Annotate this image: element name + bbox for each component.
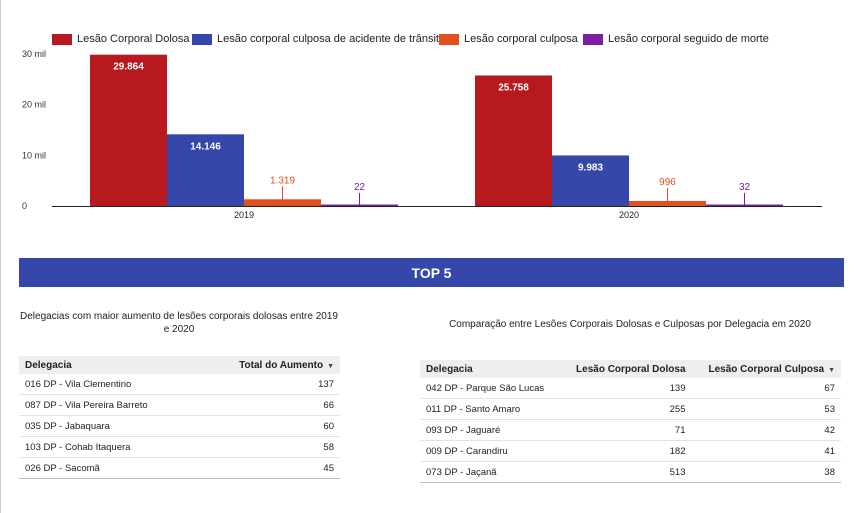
increase-table: Delegacia Total do Aumento ▼ 016 DP - Vil… [19,356,340,479]
col-header-culposa[interactable]: Lesão Corporal Culposa ▼ [691,360,841,378]
bar [321,204,398,206]
data-label: 996 [659,177,676,188]
top5-banner: TOP 5 [19,258,844,287]
table-row[interactable]: 026 DP - Sacomã 45 [19,457,340,479]
table-row[interactable]: 009 DP - Carandiru 182 41 [420,440,841,462]
table-row[interactable]: 042 DP - Parque São Lucas 139 67 [420,378,841,399]
table1-title: Delegacias com maior aumento de lesões c… [20,311,338,335]
cell-value: 42 [691,419,841,441]
cell-value: 67 [691,378,841,399]
sort-desc-icon[interactable]: ▼ [828,366,835,374]
data-label: 22 [354,182,366,193]
table-row[interactable]: 087 DP - Vila Pereira Barreto 66 [19,394,340,416]
data-label: 9.983 [578,162,603,173]
cell-value: 255 [560,398,692,420]
cell-delegacia: 009 DP - Carandiru [420,440,561,462]
legend-item-culposa[interactable]: Lesão corporal culposa [439,30,578,48]
table-row[interactable]: 073 DP - Jaçanã 513 38 [420,461,841,483]
legend-item-dolosa[interactable]: Lesão Corporal Dolosa [52,30,190,48]
cell-value: 53 [691,398,841,420]
cell-delegacia: 026 DP - Sacomã [19,457,198,479]
cell-value: 45 [198,457,340,479]
cell-delegacia: 016 DP - Vila Clementino [19,374,198,395]
col-header-delegacia[interactable]: Delegacia [420,360,561,378]
cell-delegacia: 073 DP - Jaçanã [420,461,561,483]
table-row[interactable]: 035 DP - Jabaquara 60 [19,415,340,437]
legend-item-transito[interactable]: Lesão corporal culposa de acidente de tr… [192,30,445,48]
comparison-table: Delegacia Lesão Corporal Dolosa Lesão Co… [420,360,841,483]
bar-chart: 0 10 mil 20 mil 30 mil 29.864 14.146 1.319 22 20… [22,49,822,220]
table-header-row: Delegacia Total do Aumento ▼ [19,356,340,374]
data-label: 32 [739,182,751,193]
table-row[interactable]: 093 DP - Jaguaré 71 42 [420,419,841,441]
bar [629,200,706,206]
legend-label: Lesão Corporal Dolosa [77,33,190,45]
legend-swatch [192,33,212,45]
x-tick-label: 2020 [619,210,639,220]
col-header-label: Total do Aumento [239,359,324,371]
cell-delegacia: 042 DP - Parque São Lucas [420,378,561,399]
bar [167,134,244,206]
cell-value: 182 [560,440,692,462]
table-row[interactable]: 011 DP - Santo Amaro 255 53 [420,398,841,420]
cell-delegacia: 011 DP - Santo Amaro [420,398,561,420]
table-row[interactable]: 103 DP - Cohab Itaquera 58 [19,436,340,458]
cell-delegacia: 087 DP - Vila Pereira Barreto [19,394,198,416]
table-header-row: Delegacia Lesão Corporal Dolosa Lesão Co… [420,360,841,378]
left-border [0,0,1,513]
cell-value: 513 [560,461,692,483]
x-tick-label: 2019 [234,210,254,220]
y-tick-label: 10 mil [22,150,46,160]
bar [90,54,167,206]
col-header-label: Lesão Corporal Culposa [708,363,825,375]
cell-value: 60 [198,415,340,437]
cell-delegacia: 035 DP - Jabaquara [19,415,198,437]
legend-swatch [439,33,459,45]
data-label: 14.146 [190,141,221,152]
bar [244,199,321,206]
col-header-delegacia[interactable]: Delegacia [19,356,198,374]
legend-label: Lesão corporal culposa de acidente de tr… [217,33,446,45]
data-label: 1.319 [270,175,295,186]
cell-value: 38 [691,461,841,483]
cell-delegacia: 103 DP - Cohab Itaquera [19,436,198,458]
data-label: 25.758 [498,82,529,93]
cell-value: 137 [198,374,340,395]
sort-desc-icon[interactable]: ▼ [327,362,334,370]
y-tick-label: 20 mil [22,100,46,110]
bar [475,75,552,206]
cell-value: 66 [198,394,340,416]
cell-value: 139 [560,378,692,399]
bar [706,204,783,206]
legend-swatch [52,33,72,45]
cell-value: 71 [560,419,692,441]
table2-title: Comparação entre Lesões Corporais Dolosa… [449,319,811,330]
y-tick-label: 30 mil [22,49,46,59]
legend-label: Lesão corporal culposa [464,33,578,45]
legend-label: Lesão corporal seguido de morte [608,33,769,45]
data-label: 29.864 [113,62,144,73]
bar [552,155,629,206]
banner-title: TOP 5 [411,264,452,281]
table-row[interactable]: 016 DP - Vila Clementino 137 [19,374,340,395]
legend-item-morte[interactable]: Lesão corporal seguido de morte [583,30,769,48]
y-tick-label: 0 [22,201,27,211]
cell-value: 41 [691,440,841,462]
cell-value: 58 [198,436,340,458]
col-header-total-aumento[interactable]: Total do Aumento ▼ [198,356,340,374]
cell-delegacia: 093 DP - Jaguaré [420,419,561,441]
col-header-dolosa[interactable]: Lesão Corporal Dolosa [560,360,692,378]
legend-swatch [583,33,603,45]
